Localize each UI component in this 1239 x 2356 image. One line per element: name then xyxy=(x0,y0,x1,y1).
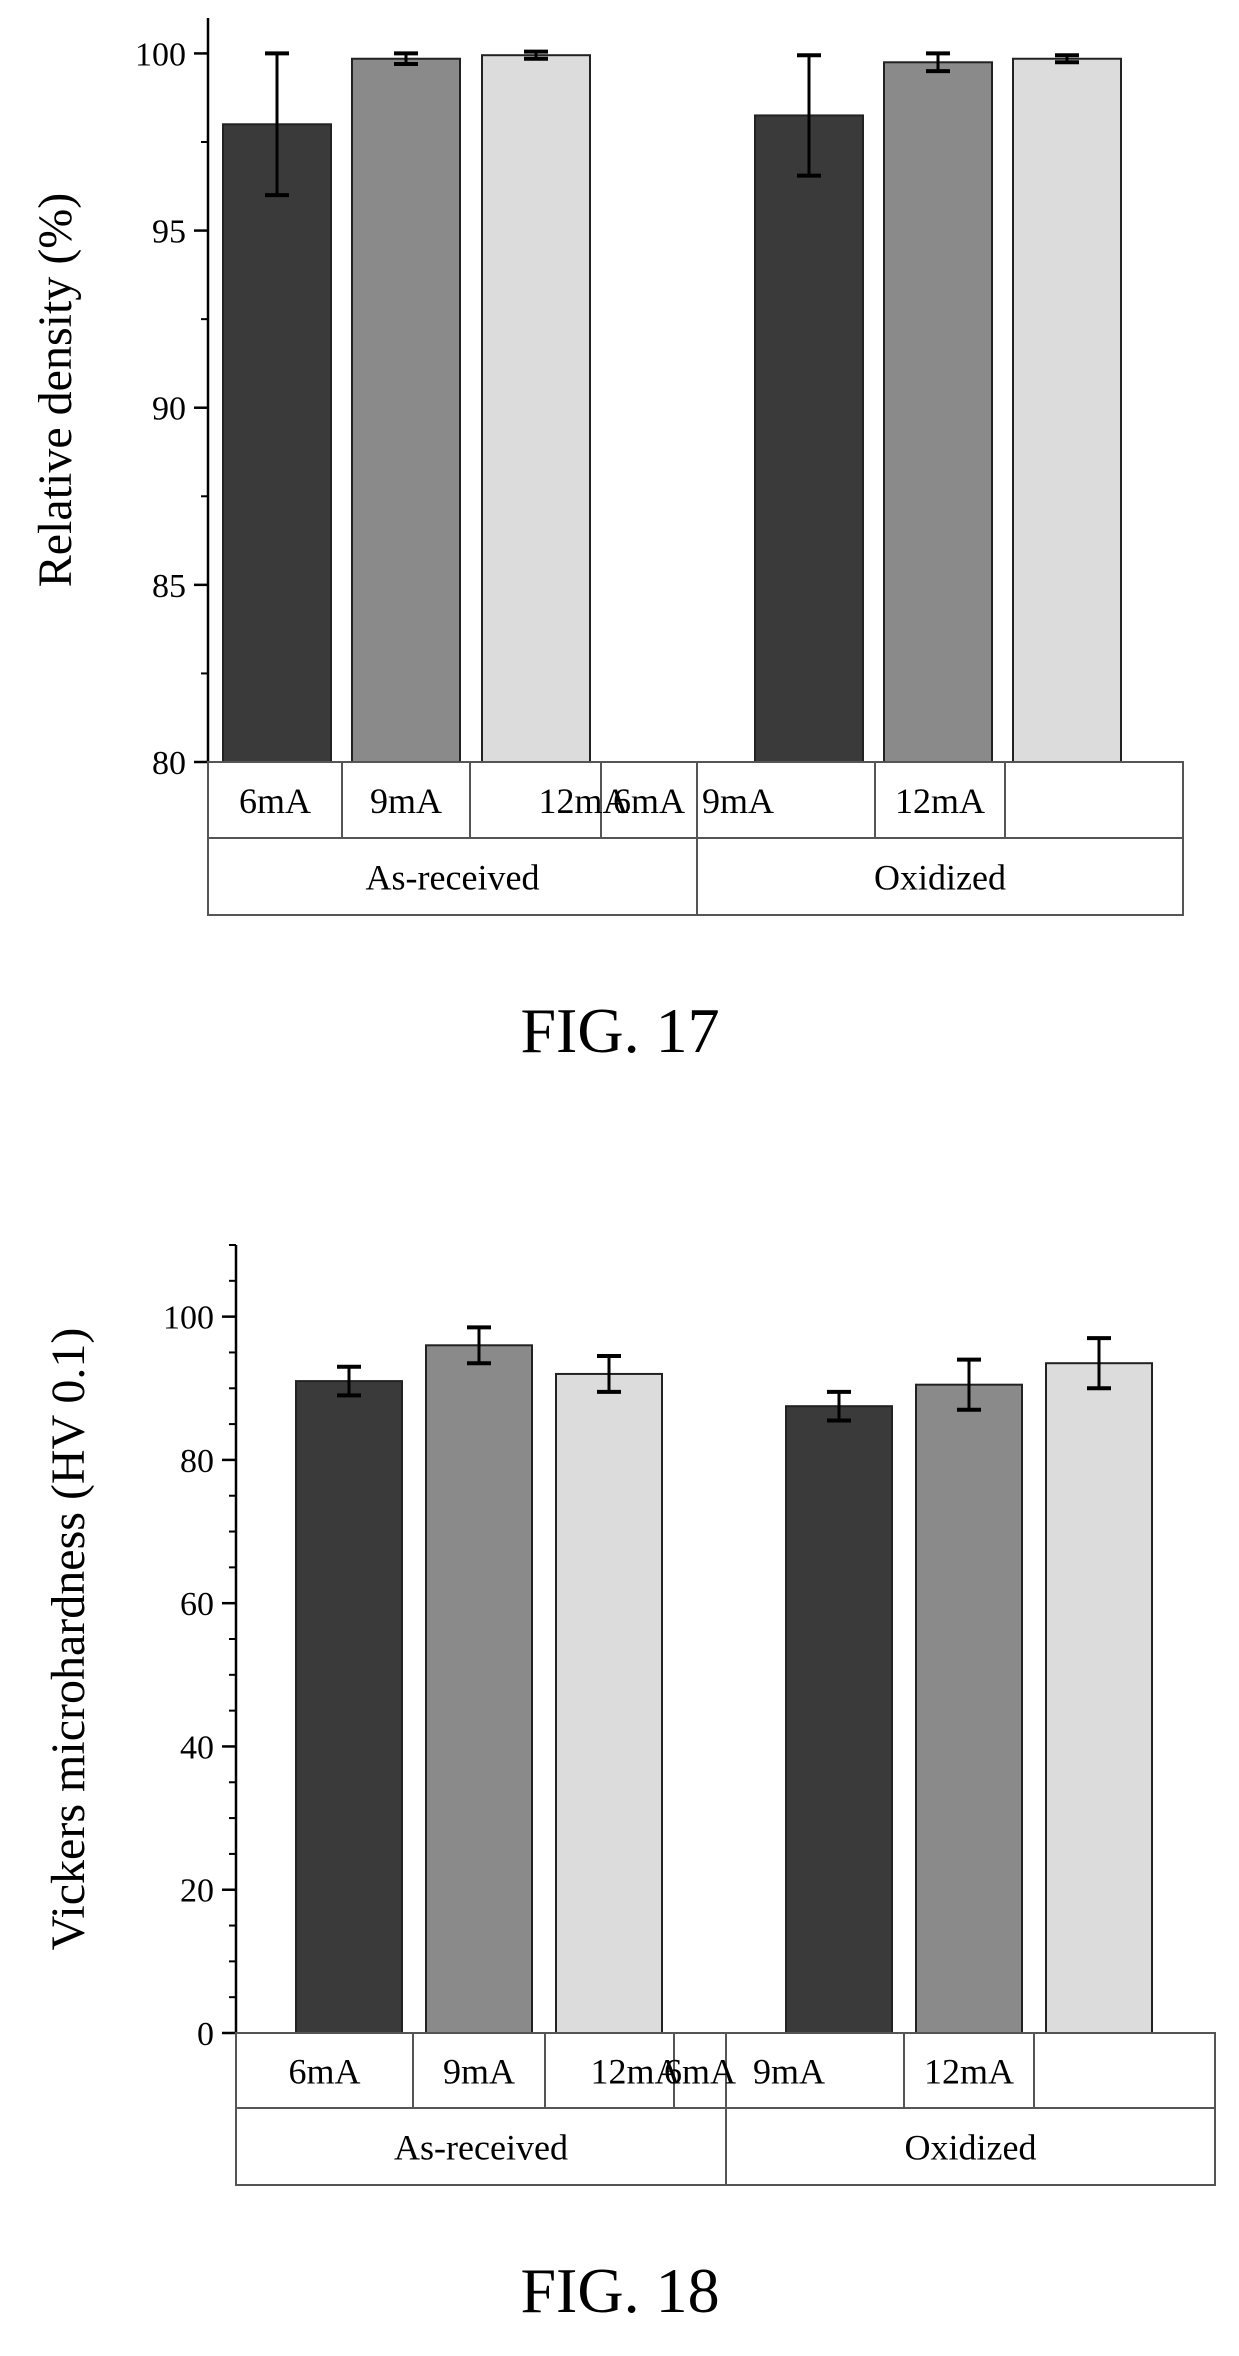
category-label: 12mA xyxy=(924,2052,1014,2092)
bar-9mA-oxidized xyxy=(915,1383,1023,2034)
category-label: 6mA xyxy=(289,2052,361,2092)
group-label: Oxidized xyxy=(905,2128,1037,2168)
category-label: 12mA xyxy=(539,781,629,821)
y-axis-title: Vickers microhardness (HV 0.1) xyxy=(42,1328,95,1951)
category-label: 9mA xyxy=(702,781,774,821)
bar-9mA-oxidized xyxy=(883,61,993,764)
bar-9mA-as-received xyxy=(351,57,461,763)
y-tick-label: 95 xyxy=(152,214,186,251)
y-tick-label: 80 xyxy=(152,745,186,782)
category-label: 9mA xyxy=(753,2052,825,2092)
bar-12mA-as-received xyxy=(481,54,591,763)
group-label: Oxidized xyxy=(874,858,1006,898)
category-label: 6mA xyxy=(613,781,685,821)
y-tick-label: 80 xyxy=(180,1443,214,1480)
bar-12mA-oxidized xyxy=(1012,57,1122,763)
y-tick-label: 100 xyxy=(163,1300,214,1337)
chart-18: 0 20 40 60 80 100 Vickers microhardness (HV 0.… xyxy=(42,1244,1216,2326)
bar-6mA-oxidized xyxy=(785,1405,893,2034)
category-label: 9mA xyxy=(370,781,442,821)
y-tick-label: 0 xyxy=(197,2016,214,2053)
y-tick-label: 60 xyxy=(180,1586,214,1623)
y-tick-label: 90 xyxy=(152,391,186,428)
category-label: 6mA xyxy=(664,2052,736,2092)
category-label: 9mA xyxy=(443,2052,515,2092)
bar-6mA-as-received xyxy=(222,123,332,764)
bar-6mA-as-received xyxy=(295,1380,403,2035)
group-label: As-received xyxy=(394,2128,568,2168)
y-tick-label: 40 xyxy=(180,1729,214,1766)
category-label: 12mA xyxy=(895,781,985,821)
figure-caption: FIG. 17 xyxy=(520,995,719,1066)
y-tick-label: 20 xyxy=(180,1873,214,1910)
y-tick-label: 100 xyxy=(135,36,186,73)
bar-12mA-as-received xyxy=(555,1372,663,2034)
bar-9mA-as-received xyxy=(425,1344,533,2034)
group-label: As-received xyxy=(366,858,540,898)
bar-6mA-oxidized xyxy=(754,114,864,763)
chart-17: 80 85 90 95 100 Relative density (%) 6mA 9mA 12m… xyxy=(29,18,1184,1066)
y-axis-title: Relative density (%) xyxy=(29,193,82,588)
bar-12mA-oxidized xyxy=(1045,1362,1153,2034)
figure-caption: FIG. 18 xyxy=(520,2255,719,2326)
category-label: 12mA xyxy=(591,2052,681,2092)
category-label: 6mA xyxy=(239,781,311,821)
y-tick-label: 85 xyxy=(152,568,186,605)
